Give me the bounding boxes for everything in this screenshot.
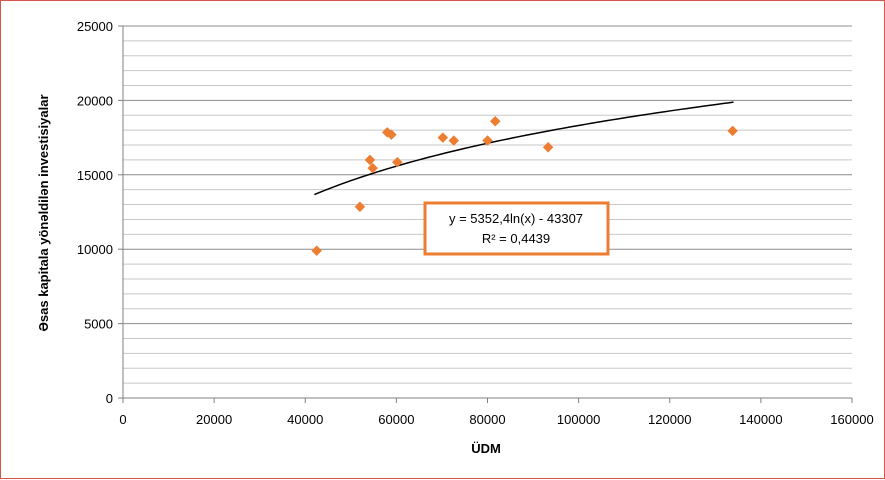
data-point — [542, 141, 554, 153]
x-axis-title: ÜDM — [471, 441, 501, 456]
y-tick-label: 10000 — [77, 242, 113, 257]
data-point — [311, 245, 322, 257]
data-point — [391, 156, 403, 168]
x-tick-label: 20000 — [196, 412, 232, 427]
y-axis-title: Əsas kapitala yönəldilən investisiyalar — [36, 94, 51, 331]
x-tick-label: 160000 — [830, 412, 873, 427]
data-point — [727, 125, 738, 137]
y-tick-label: 15000 — [77, 168, 113, 183]
trendline — [314, 101, 734, 196]
data-point — [482, 135, 493, 146]
data-point — [448, 135, 460, 146]
data-point — [437, 132, 449, 143]
data-point — [354, 201, 366, 213]
equation-box-frame — [423, 201, 610, 256]
y-tick-label: 20000 — [77, 93, 113, 108]
tick-labels: 0 5000 10000 15000 20000 25000 0 20000 40000 6000… — [77, 19, 874, 427]
y-tick-label: 0 — [106, 391, 113, 406]
data-point — [489, 115, 501, 127]
y-tick-label: 5000 — [84, 317, 113, 332]
x-tick-label: 100000 — [557, 412, 600, 427]
x-tick-label: 120000 — [648, 412, 691, 427]
data-point — [367, 162, 379, 174]
x-tick-label: 140000 — [739, 412, 782, 427]
trendline-r-squared: R² = 0,4439 — [482, 231, 550, 246]
data-points — [311, 115, 738, 257]
x-tick-label: 40000 — [287, 412, 323, 427]
x-tick-label: 60000 — [378, 412, 414, 427]
y-tick-label: 25000 — [77, 19, 113, 34]
trendline-curve — [314, 101, 734, 196]
x-tick-label: 80000 — [469, 412, 505, 427]
x-tick-label: 0 — [119, 412, 126, 427]
axes — [118, 25, 853, 403]
trendline-equation: y = 5352,4ln(x) - 43307 — [449, 211, 583, 226]
data-point — [364, 154, 376, 166]
data-point — [386, 129, 397, 140]
trendline-equation-box: y = 5352,4ln(x) - 43307 R² = 0,4439 — [423, 201, 610, 256]
